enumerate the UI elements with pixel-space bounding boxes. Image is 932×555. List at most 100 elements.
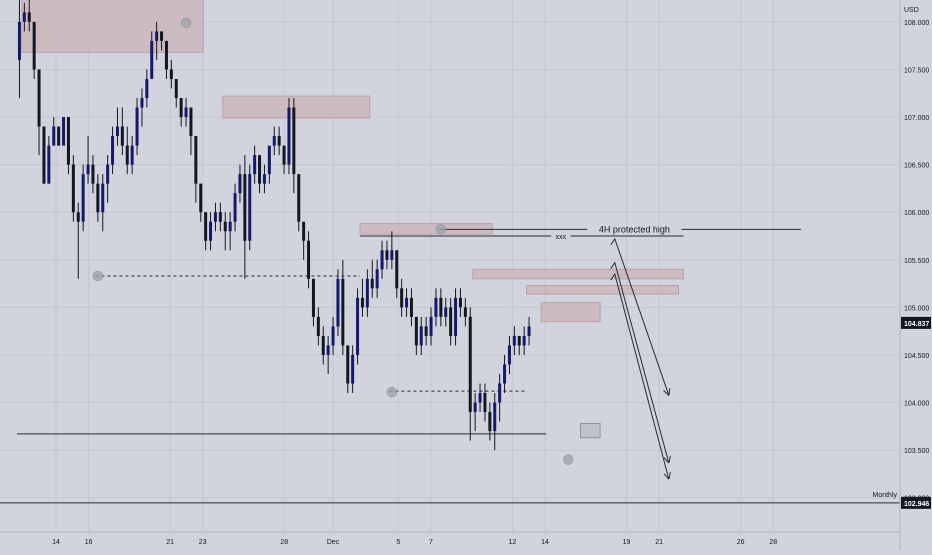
candle-body[interactable] (282, 145, 286, 165)
candle-body[interactable] (199, 183, 203, 213)
candle-body[interactable] (458, 297, 462, 308)
candle-body[interactable] (179, 98, 183, 118)
candle-body[interactable] (336, 278, 340, 327)
swing-point-marker[interactable] (92, 270, 104, 282)
candle-body[interactable] (400, 288, 404, 308)
candle-body[interactable] (395, 250, 399, 289)
candle-body[interactable] (189, 107, 193, 137)
candle-body[interactable] (253, 155, 257, 175)
candle-body[interactable] (498, 383, 502, 403)
candle-body[interactable] (233, 193, 237, 222)
candle-body[interactable] (71, 164, 75, 213)
zone-rectangle[interactable] (526, 284, 679, 295)
candle-body[interactable] (150, 40, 154, 79)
candle-body[interactable] (503, 364, 507, 384)
candle-body[interactable] (375, 269, 379, 289)
candle-body[interactable] (287, 107, 291, 165)
candle-body[interactable] (125, 145, 129, 165)
candle-body[interactable] (120, 126, 124, 146)
candle-body[interactable] (311, 278, 315, 317)
zone-rectangle[interactable] (580, 422, 601, 439)
candle-body[interactable] (405, 297, 409, 308)
candle-body[interactable] (96, 183, 100, 213)
zone-rectangle[interactable] (472, 268, 684, 280)
projection-arrow[interactable] (610, 261, 669, 463)
candle-body[interactable] (155, 31, 159, 41)
candle-body[interactable] (390, 250, 394, 260)
candle-body[interactable] (238, 174, 242, 194)
candle-body[interactable] (488, 412, 492, 432)
candle-body[interactable] (512, 335, 516, 346)
candle-body[interactable] (223, 221, 227, 232)
candle-body[interactable] (297, 174, 301, 222)
candle-body[interactable] (204, 212, 208, 241)
candle-body[interactable] (527, 326, 531, 336)
candle-body[interactable] (468, 316, 472, 413)
zone-rectangle[interactable] (540, 302, 601, 323)
candle-body[interactable] (454, 297, 458, 336)
candle-body[interactable] (106, 164, 110, 184)
candle-body[interactable] (57, 126, 61, 146)
candle-body[interactable] (292, 107, 296, 175)
candle-body[interactable] (463, 307, 467, 317)
candle-body[interactable] (194, 136, 198, 184)
candle-body[interactable] (331, 326, 335, 346)
candle-body[interactable] (62, 117, 66, 146)
candle-body[interactable] (115, 126, 119, 137)
candle-body[interactable] (517, 335, 521, 346)
candle-body[interactable] (444, 307, 448, 317)
candle-body[interactable] (277, 136, 281, 146)
candle-body[interactable] (321, 335, 325, 355)
candle-body[interactable] (174, 78, 178, 99)
candle-body[interactable] (272, 136, 276, 146)
candle-body[interactable] (66, 117, 70, 165)
candle-body[interactable] (145, 78, 149, 99)
candle-body[interactable] (47, 145, 51, 184)
candle-body[interactable] (213, 212, 217, 222)
candle-body[interactable] (449, 307, 453, 336)
candle-body[interactable] (380, 250, 384, 270)
candle-body[interactable] (169, 69, 173, 79)
zone-rectangle[interactable] (21, 0, 204, 53)
candle-body[interactable] (316, 316, 320, 336)
candle-body[interactable] (164, 40, 168, 70)
candle-body[interactable] (111, 136, 115, 165)
candle-body[interactable] (76, 212, 80, 222)
candle-body[interactable] (228, 221, 232, 232)
candle-body[interactable] (243, 174, 247, 241)
candle-body[interactable] (42, 126, 46, 184)
projection-arrow[interactable] (610, 237, 669, 395)
candle-body[interactable] (160, 31, 164, 41)
candle-body[interactable] (27, 12, 31, 22)
candle-body[interactable] (32, 21, 36, 70)
swing-point-marker[interactable] (386, 386, 398, 398)
candle-body[interactable] (365, 278, 369, 308)
candle-body[interactable] (360, 297, 364, 308)
candle-body[interactable] (409, 297, 413, 317)
candle-body[interactable] (351, 354, 355, 384)
candle-body[interactable] (341, 278, 345, 346)
candle-body[interactable] (507, 345, 511, 365)
candle-body[interactable] (414, 316, 418, 346)
candle-body[interactable] (262, 174, 266, 184)
candle-body[interactable] (135, 107, 139, 146)
candle-body[interactable] (326, 345, 330, 355)
swing-point-marker[interactable] (180, 17, 192, 29)
candle-body[interactable] (429, 316, 433, 336)
candle-body[interactable] (52, 126, 56, 146)
candle-body[interactable] (434, 297, 438, 317)
candle-body[interactable] (81, 174, 85, 222)
candle-body[interactable] (522, 335, 526, 346)
candle-body[interactable] (483, 393, 487, 413)
candle-body[interactable] (493, 402, 497, 432)
candle-body[interactable] (218, 212, 222, 222)
candle-body[interactable] (424, 326, 428, 336)
candle-body[interactable] (91, 164, 95, 184)
swing-point-marker[interactable] (435, 224, 447, 235)
candle-body[interactable] (267, 145, 271, 175)
projection-arrow[interactable] (610, 272, 669, 479)
candle-body[interactable] (302, 221, 306, 241)
candle-body[interactable] (17, 21, 21, 60)
zone-rectangle[interactable] (222, 95, 371, 119)
